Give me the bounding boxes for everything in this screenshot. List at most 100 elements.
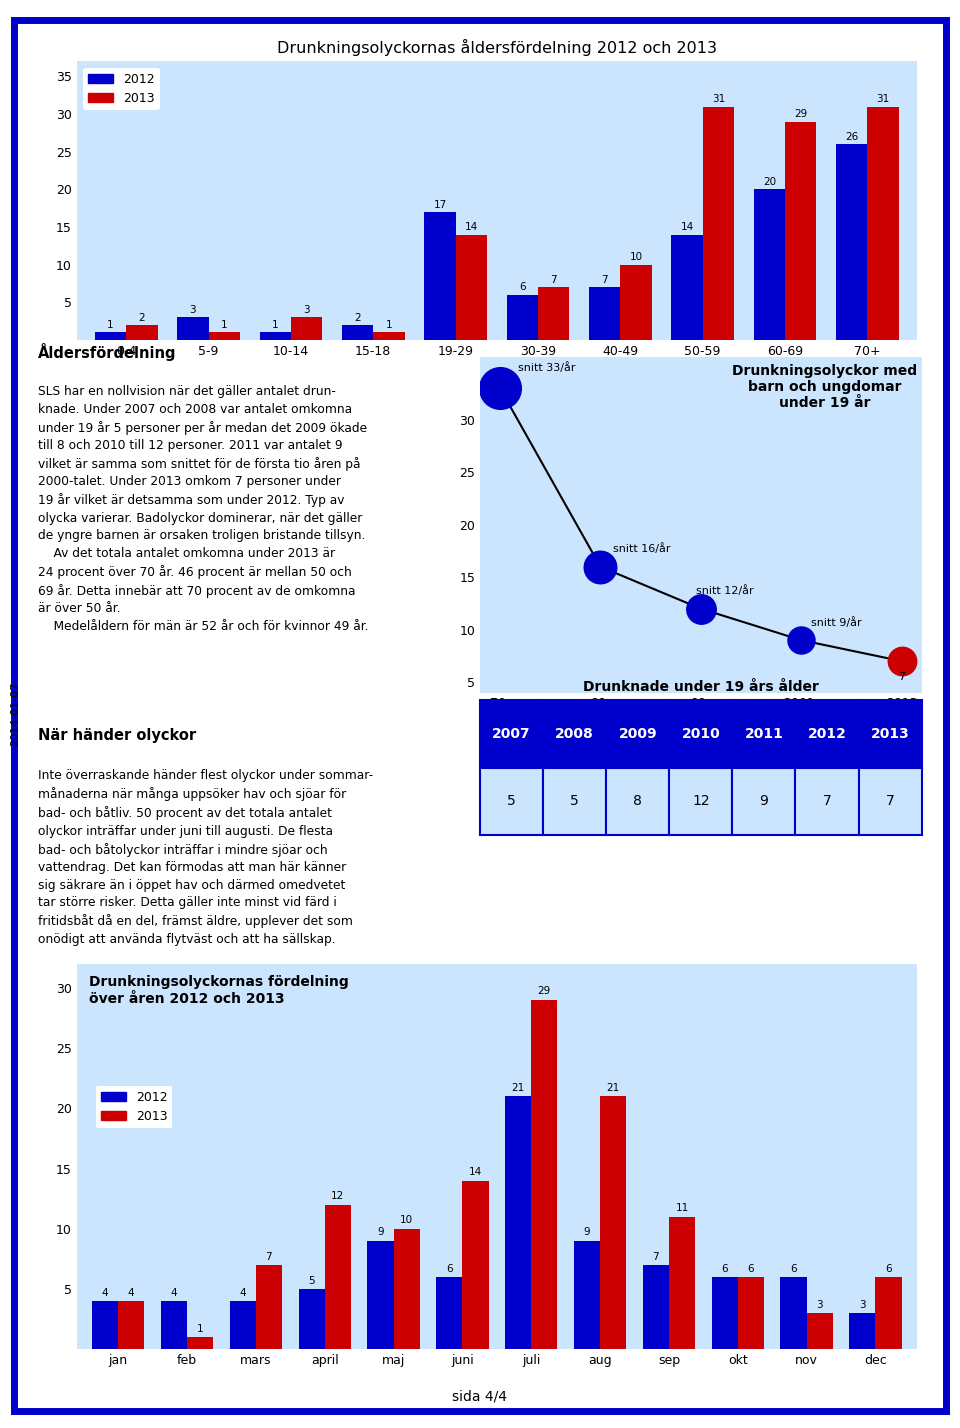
Bar xyxy=(876,1277,901,1349)
Bar xyxy=(780,1277,806,1349)
Text: 3: 3 xyxy=(190,306,196,316)
Point xyxy=(894,650,909,673)
Bar xyxy=(507,294,538,340)
Text: 2: 2 xyxy=(138,313,145,323)
Text: Drunkningsolyckornas fördelning
över åren 2012 och 2013: Drunkningsolyckornas fördelning över åre… xyxy=(89,975,349,1005)
Text: 14: 14 xyxy=(465,223,478,233)
Bar xyxy=(95,333,126,340)
Text: Åldersfördelning: Åldersfördelning xyxy=(38,343,177,361)
Bar xyxy=(291,317,323,340)
Text: 6: 6 xyxy=(721,1264,728,1274)
Text: snitt 33/år: snitt 33/år xyxy=(518,361,576,373)
Bar xyxy=(229,1301,255,1349)
Text: 6: 6 xyxy=(885,1264,892,1274)
Bar xyxy=(574,1241,600,1349)
Bar xyxy=(669,1217,695,1349)
Text: 26: 26 xyxy=(845,131,858,141)
Text: När händer olyckor: När händer olyckor xyxy=(38,728,197,744)
Bar xyxy=(868,107,899,340)
Text: 12: 12 xyxy=(331,1191,345,1201)
Bar xyxy=(368,1241,394,1349)
Bar xyxy=(531,1000,558,1349)
Text: 7: 7 xyxy=(266,1251,273,1261)
Bar xyxy=(643,1265,669,1349)
Legend: 2012, 2013: 2012, 2013 xyxy=(84,67,159,110)
Bar xyxy=(505,1097,531,1349)
Text: 11: 11 xyxy=(676,1204,688,1214)
Text: 1: 1 xyxy=(197,1324,204,1334)
Bar xyxy=(299,1289,324,1349)
Text: sida 4/4: sida 4/4 xyxy=(452,1389,508,1404)
Text: 7: 7 xyxy=(550,276,557,286)
Point xyxy=(693,597,708,620)
Bar xyxy=(600,1097,626,1349)
Bar xyxy=(463,1181,489,1349)
Text: 4: 4 xyxy=(171,1288,178,1298)
Bar xyxy=(754,190,785,340)
Point xyxy=(794,628,809,651)
Text: 21: 21 xyxy=(607,1082,620,1092)
Bar xyxy=(126,324,157,340)
Bar xyxy=(118,1301,144,1349)
Bar xyxy=(703,107,734,340)
Text: 6: 6 xyxy=(748,1264,755,1274)
Text: 10: 10 xyxy=(630,253,642,263)
Bar xyxy=(255,1265,282,1349)
Bar xyxy=(324,1205,350,1349)
Text: 31: 31 xyxy=(711,94,725,104)
Bar xyxy=(373,333,404,340)
Bar xyxy=(161,1301,187,1349)
Text: Drunkningsolyckor med
barn och ungdomar
under 19 år: Drunkningsolyckor med barn och ungdomar … xyxy=(732,364,917,410)
Text: 3: 3 xyxy=(816,1299,823,1309)
Text: 4: 4 xyxy=(239,1288,246,1298)
Text: 7: 7 xyxy=(653,1251,660,1261)
Legend: 2012, 2013: 2012, 2013 xyxy=(96,1085,172,1128)
Text: Inte överraskande händer flest olyckor under sommar-
månaderna när många uppsöke: Inte överraskande händer flest olyckor u… xyxy=(38,770,373,945)
Text: 1: 1 xyxy=(272,320,278,330)
Point xyxy=(492,377,508,400)
Text: 5: 5 xyxy=(308,1275,315,1285)
Text: snitt 12/år: snitt 12/år xyxy=(696,585,754,595)
Bar xyxy=(394,1230,420,1349)
Text: 2014-01-07: 2014-01-07 xyxy=(11,681,20,747)
Title: Drunkningsolyckornas åldersfördelning 2012 och 2013: Drunkningsolyckornas åldersfördelning 20… xyxy=(276,39,717,56)
Text: 10: 10 xyxy=(400,1215,413,1225)
Text: 6: 6 xyxy=(790,1264,797,1274)
Bar xyxy=(456,234,487,340)
Text: 14: 14 xyxy=(681,223,694,233)
Text: 1: 1 xyxy=(108,320,114,330)
Text: SLS har en nollvision när det gäller antalet drun-
knade. Under 2007 och 2008 va: SLS har en nollvision när det gäller ant… xyxy=(38,386,369,633)
Text: 29: 29 xyxy=(794,110,807,120)
Text: 14: 14 xyxy=(468,1167,482,1177)
Text: 20: 20 xyxy=(763,177,776,187)
Bar xyxy=(806,1314,833,1349)
Bar xyxy=(436,1277,463,1349)
Text: 4: 4 xyxy=(102,1288,108,1298)
Text: 6: 6 xyxy=(446,1264,452,1274)
Text: 29: 29 xyxy=(538,987,551,997)
Bar xyxy=(259,333,291,340)
Text: 2: 2 xyxy=(354,313,361,323)
Text: 21: 21 xyxy=(512,1082,525,1092)
Bar xyxy=(785,121,816,340)
Text: 4: 4 xyxy=(128,1288,134,1298)
Bar xyxy=(424,211,456,340)
Bar xyxy=(850,1314,876,1349)
Text: 31: 31 xyxy=(876,94,890,104)
Bar xyxy=(342,324,373,340)
Bar xyxy=(671,234,703,340)
Text: 17: 17 xyxy=(433,200,446,210)
Bar xyxy=(538,287,569,340)
Bar xyxy=(178,317,208,340)
Text: 7: 7 xyxy=(898,673,905,683)
Bar xyxy=(208,333,240,340)
Text: 9: 9 xyxy=(377,1228,384,1238)
Text: 9: 9 xyxy=(584,1228,590,1238)
Text: 3: 3 xyxy=(303,306,310,316)
Text: 3: 3 xyxy=(859,1299,866,1309)
Bar xyxy=(92,1301,118,1349)
Bar xyxy=(187,1338,213,1349)
Text: 6: 6 xyxy=(519,283,526,293)
Text: snitt 9/år: snitt 9/år xyxy=(811,617,862,627)
Text: 1: 1 xyxy=(221,320,228,330)
